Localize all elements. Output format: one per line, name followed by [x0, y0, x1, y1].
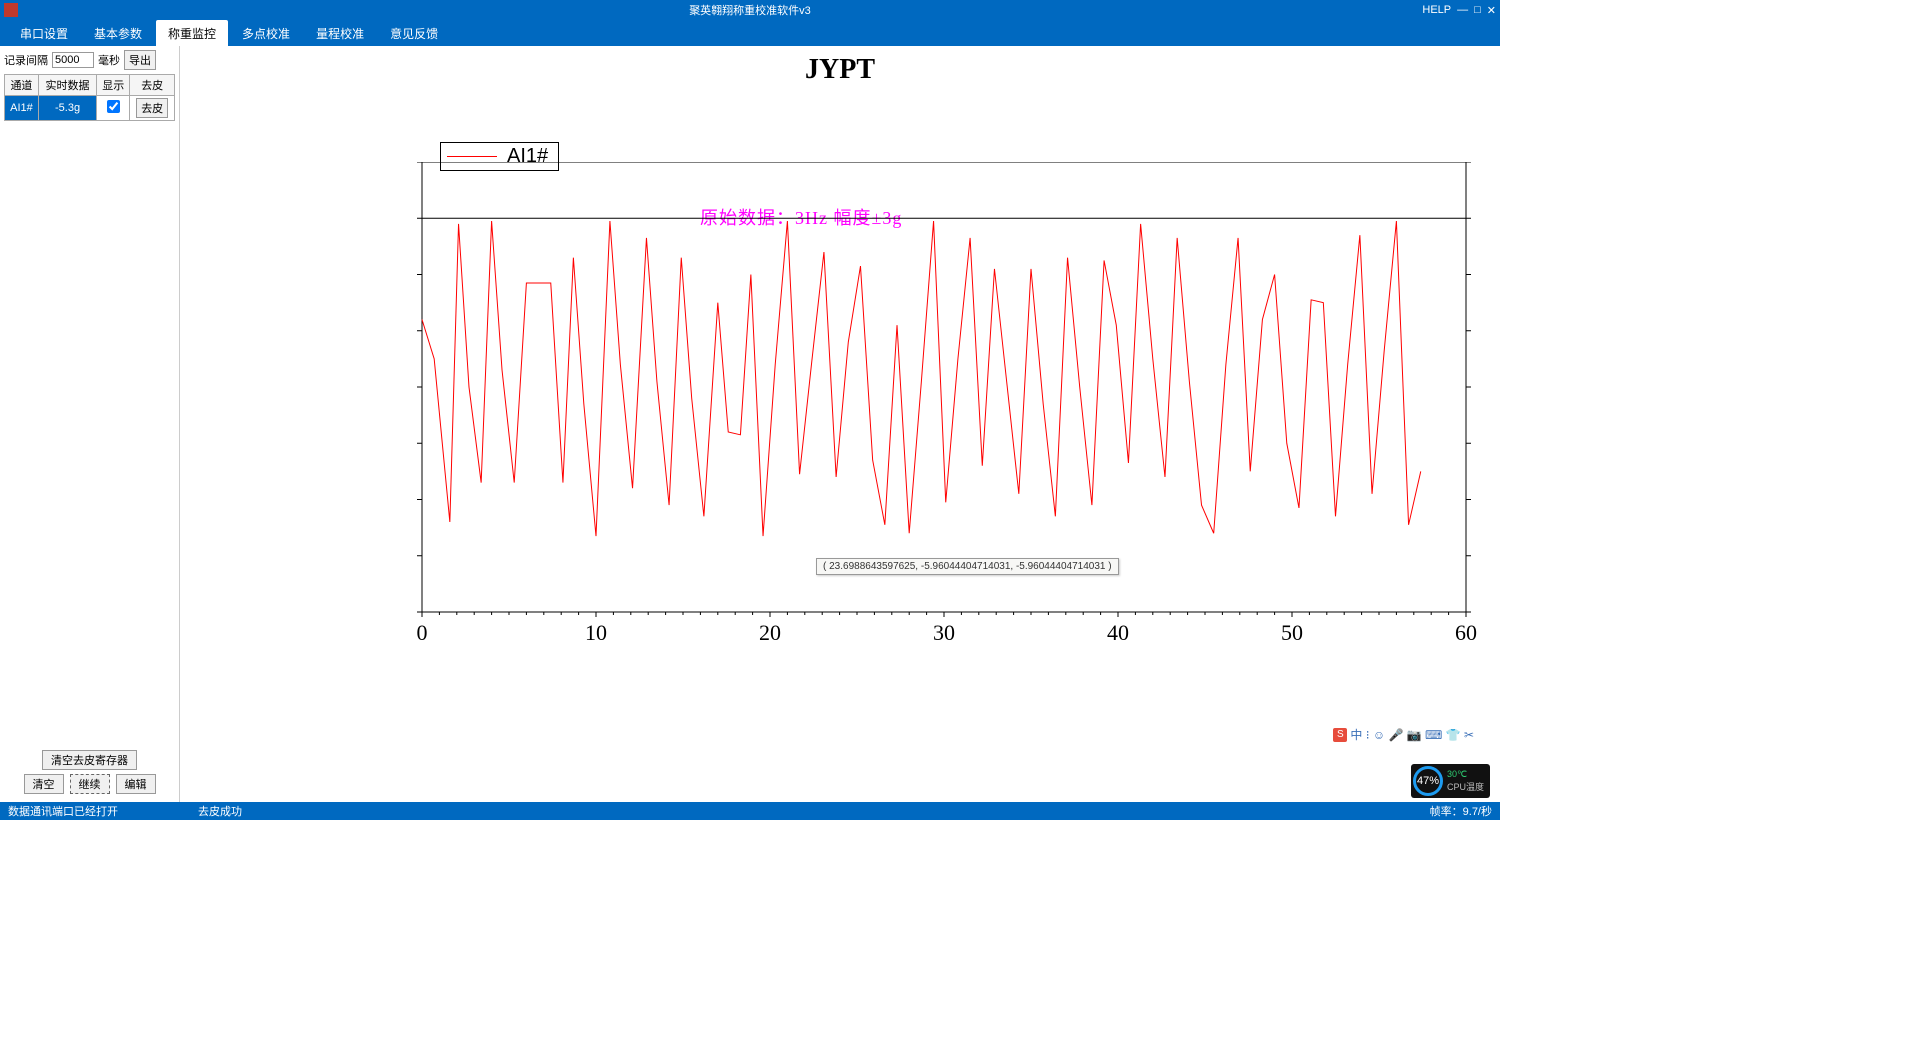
- svg-text:30: 30: [933, 620, 955, 645]
- status-port: 数据通讯端口已经打开: [8, 803, 118, 819]
- th-channel: 通道: [5, 75, 39, 96]
- tab-0[interactable]: 串口设置: [8, 20, 80, 46]
- chart-tooltip: ( 23.6988643597625, -5.96044404714031, -…: [816, 558, 1119, 575]
- svg-text:40: 40: [1107, 620, 1129, 645]
- continue-button[interactable]: 继续: [70, 774, 110, 794]
- cpu-percent: 47%: [1413, 766, 1443, 796]
- maximize-icon[interactable]: □: [1474, 4, 1481, 17]
- show-checkbox[interactable]: [107, 100, 120, 113]
- chart-area: JYPT AI1# 原始数据：3Hz 幅度±3g -7-6-5-4-3-2-10…: [180, 46, 1500, 802]
- cpu-temp: 30℃: [1447, 769, 1484, 780]
- status-bar: 数据通讯端口已经打开 去皮成功 帧率：9.7/秒: [0, 802, 1500, 820]
- help-link[interactable]: HELP: [1422, 4, 1451, 17]
- chart-plot[interactable]: -7-6-5-4-3-2-1010102030405060: [412, 162, 1516, 662]
- tab-4[interactable]: 量程校准: [304, 20, 376, 46]
- tare-button[interactable]: 去皮: [136, 98, 168, 118]
- tab-3[interactable]: 多点校准: [230, 20, 302, 46]
- ime-glyphs[interactable]: 中 ⁝ ☺ 🎤 📷 ⌨ 👕 ✂: [1350, 726, 1474, 743]
- menu-bar: 串口设置基本参数称重监控多点校准量程校准意见反馈: [0, 20, 1500, 46]
- tab-1[interactable]: 基本参数: [82, 20, 154, 46]
- cpu-widget[interactable]: 47% 30℃ CPU温度: [1411, 764, 1490, 798]
- tab-2[interactable]: 称重监控: [156, 20, 228, 46]
- svg-text:0: 0: [417, 620, 428, 645]
- svg-text:20: 20: [759, 620, 781, 645]
- window-title: 聚英翱翔称重校准软件v3: [689, 2, 811, 18]
- chart-title: JYPT: [180, 54, 1500, 86]
- status-fps: 帧率：9.7/秒: [1430, 803, 1492, 819]
- record-unit-label: 毫秒: [98, 52, 120, 68]
- th-tare: 去皮: [130, 75, 175, 96]
- export-button[interactable]: 导出: [124, 50, 156, 70]
- edit-button[interactable]: 编辑: [116, 774, 156, 794]
- record-interval-label: 记录间隔: [4, 52, 48, 68]
- clear-button[interactable]: 清空: [24, 774, 64, 794]
- table-row[interactable]: AI1# -5.3g 去皮: [5, 96, 175, 121]
- clear-tare-register-button[interactable]: 清空去皮寄存器: [42, 750, 137, 770]
- ime-s-icon[interactable]: S: [1333, 728, 1347, 742]
- record-interval-input[interactable]: [52, 52, 94, 68]
- th-value: 实时数据: [38, 75, 96, 96]
- svg-text:10: 10: [585, 620, 607, 645]
- app-icon: [4, 3, 18, 17]
- minimize-icon[interactable]: —: [1457, 4, 1468, 17]
- svg-text:50: 50: [1281, 620, 1303, 645]
- tab-5[interactable]: 意见反馈: [378, 20, 450, 46]
- channel-table: 通道 实时数据 显示 去皮 AI1# -5.3g 去皮: [4, 74, 175, 121]
- cpu-label: CPU温度: [1447, 780, 1484, 793]
- th-show: 显示: [97, 75, 130, 96]
- cell-value: -5.3g: [38, 96, 96, 121]
- cell-channel: AI1#: [5, 96, 39, 121]
- sidebar: 记录间隔 毫秒 导出 通道 实时数据 显示 去皮 AI1# -5.3g 去皮 清…: [0, 46, 180, 802]
- close-icon[interactable]: ✕: [1487, 4, 1496, 17]
- ime-toolbar[interactable]: S 中 ⁝ ☺ 🎤 📷 ⌨ 👕 ✂: [1331, 725, 1476, 744]
- legend-swatch: [447, 156, 497, 157]
- status-tare: 去皮成功: [198, 803, 242, 819]
- title-bar: 聚英翱翔称重校准软件v3 HELP — □ ✕: [0, 0, 1500, 20]
- svg-text:60: 60: [1455, 620, 1477, 645]
